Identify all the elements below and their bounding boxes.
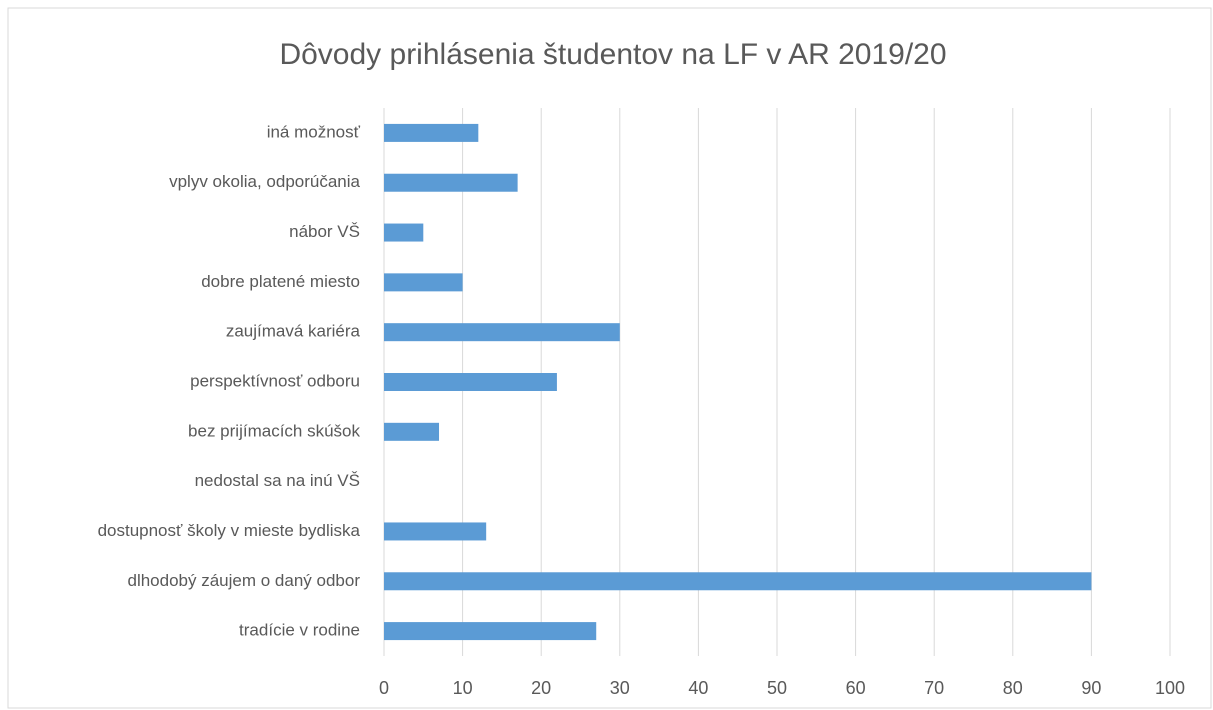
bar xyxy=(384,123,479,142)
x-tick-label: 50 xyxy=(767,678,787,698)
x-tick-label: 0 xyxy=(379,678,389,698)
x-tick-label: 10 xyxy=(453,678,473,698)
bar xyxy=(384,622,597,641)
x-tick-label: 70 xyxy=(924,678,944,698)
x-tick-label: 60 xyxy=(846,678,866,698)
y-tick-label: iná možnosť xyxy=(267,122,361,141)
bar xyxy=(384,323,620,342)
y-tick-label: perspektívnosť odboru xyxy=(190,371,360,390)
chart-title: Dôvody prihlásenia študentov na LF v AR … xyxy=(279,38,946,71)
y-tick-label: nábor VŠ xyxy=(289,222,360,241)
bar xyxy=(384,173,518,192)
x-tick-label: 80 xyxy=(1003,678,1023,698)
y-tick-label: dobre platené miesto xyxy=(201,272,360,291)
y-tick-label: nedostal sa na inú VŠ xyxy=(195,471,360,490)
y-tick-label: bez prijímacích skúšok xyxy=(188,421,360,440)
x-tick-label: 20 xyxy=(531,678,551,698)
bar xyxy=(384,273,463,292)
y-tick-label: dlhodobý záujem o daný odbor xyxy=(128,571,361,590)
x-tick-label: 30 xyxy=(610,678,630,698)
x-tick-label: 40 xyxy=(688,678,708,698)
y-tick-label: tradície v rodine xyxy=(239,621,360,640)
bar xyxy=(384,223,424,242)
bar xyxy=(384,373,557,391)
x-tick-label: 90 xyxy=(1081,678,1101,698)
y-tick-label: dostupnosť školy v mieste bydliska xyxy=(98,521,361,540)
y-tick-label: vplyv okolia, odporúčania xyxy=(169,172,360,191)
y-tick-label: zaujímavá kariéra xyxy=(226,322,361,341)
bar xyxy=(384,422,440,441)
bar xyxy=(384,522,487,541)
bar xyxy=(384,572,1092,591)
x-tick-label: 100 xyxy=(1155,678,1185,698)
chart-frame xyxy=(7,7,1212,709)
